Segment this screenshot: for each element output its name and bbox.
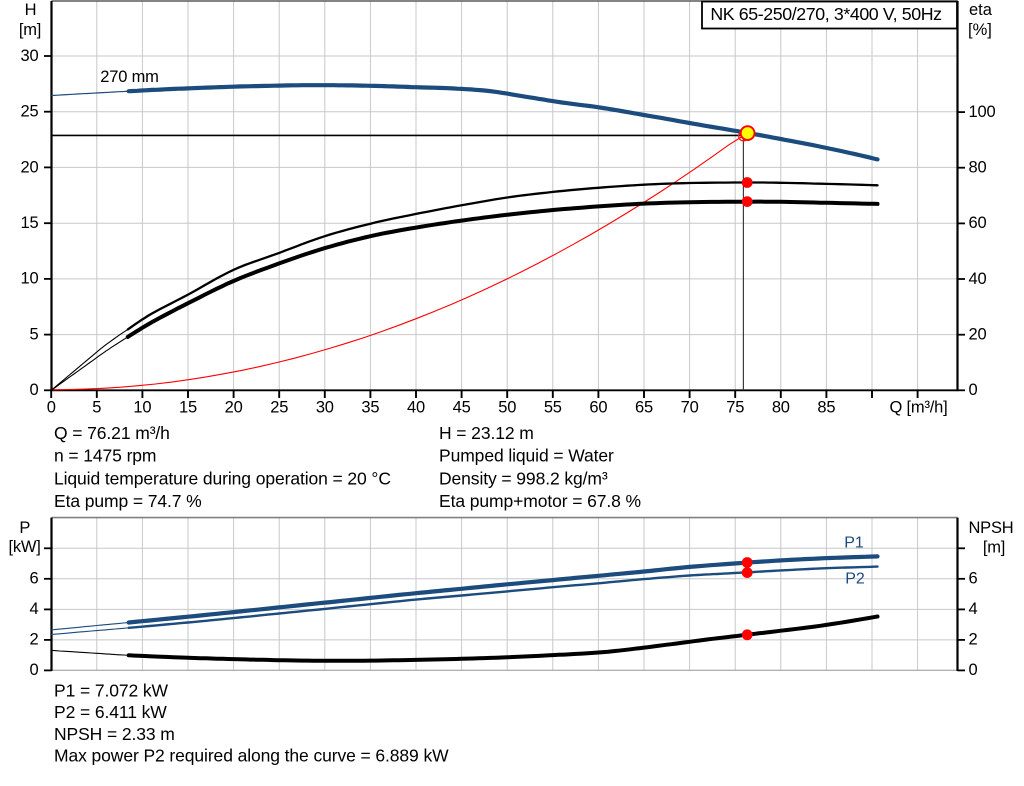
svg-text:6: 6	[969, 570, 978, 588]
svg-text:20: 20	[21, 158, 39, 176]
svg-text:4: 4	[30, 600, 39, 618]
svg-text:Max power P2 required along th: Max power P2 required along the curve = …	[54, 746, 449, 766]
svg-text:Liquid temperature during oper: Liquid temperature during operation = 20…	[54, 468, 391, 488]
svg-text:0: 0	[47, 399, 56, 417]
svg-text:35: 35	[361, 399, 379, 417]
svg-text:Q [m³/h]: Q [m³/h]	[890, 399, 948, 417]
svg-text:70: 70	[681, 399, 699, 417]
svg-text:65: 65	[635, 399, 653, 417]
svg-text:Eta pump+motor = 67.8 %: Eta pump+motor = 67.8 %	[439, 491, 641, 511]
svg-text:6: 6	[30, 570, 39, 588]
svg-text:80: 80	[969, 159, 987, 177]
svg-text:H: H	[25, 1, 37, 19]
svg-text:Eta pump = 74.7 %: Eta pump = 74.7 %	[54, 491, 202, 511]
svg-text:[kW]: [kW]	[8, 538, 40, 556]
svg-text:[m]: [m]	[19, 21, 41, 39]
svg-text:0: 0	[969, 661, 978, 679]
svg-text:30: 30	[21, 47, 39, 65]
svg-text:15: 15	[179, 399, 197, 417]
svg-text:5: 5	[30, 325, 39, 343]
svg-text:P1 = 7.072 kW: P1 = 7.072 kW	[54, 681, 169, 701]
svg-text:85: 85	[817, 399, 835, 417]
svg-text:60: 60	[589, 399, 607, 417]
svg-text:2: 2	[969, 631, 978, 649]
svg-text:25: 25	[21, 103, 39, 121]
svg-text:[%]: [%]	[968, 21, 992, 39]
svg-text:55: 55	[544, 399, 562, 417]
svg-text:20: 20	[969, 326, 987, 344]
svg-text:10: 10	[21, 270, 39, 288]
svg-text:0: 0	[30, 661, 39, 679]
svg-text:40: 40	[969, 270, 987, 288]
svg-text:60: 60	[969, 214, 987, 232]
svg-text:NK 65-250/270, 3*400 V, 50Hz: NK 65-250/270, 3*400 V, 50Hz	[710, 4, 941, 24]
svg-text:80: 80	[772, 399, 790, 417]
svg-text:NPSH = 2.33 m: NPSH = 2.33 m	[54, 724, 175, 744]
svg-text:100: 100	[969, 103, 996, 121]
svg-text:0: 0	[30, 381, 39, 399]
svg-text:P: P	[19, 519, 30, 537]
svg-text:Q = 76.21 m³/h: Q = 76.21 m³/h	[54, 423, 170, 443]
svg-text:4: 4	[969, 600, 978, 618]
svg-text:40: 40	[407, 399, 425, 417]
svg-text:270 mm: 270 mm	[100, 68, 158, 86]
svg-text:H = 23.12 m: H = 23.12 m	[439, 423, 534, 443]
svg-text:n = 1475 rpm: n = 1475 rpm	[54, 446, 156, 466]
svg-text:NPSH: NPSH	[968, 519, 1013, 537]
svg-text:5: 5	[92, 399, 101, 417]
svg-text:Pumped liquid = Water: Pumped liquid = Water	[439, 446, 614, 466]
svg-text:45: 45	[453, 399, 471, 417]
svg-text:Density = 998.2 kg/m³: Density = 998.2 kg/m³	[439, 468, 608, 488]
svg-text:30: 30	[316, 399, 334, 417]
svg-text:20: 20	[225, 399, 243, 417]
svg-text:50: 50	[498, 399, 516, 417]
svg-text:eta: eta	[969, 1, 993, 19]
svg-text:P2 = 6.411 kW: P2 = 6.411 kW	[54, 702, 167, 722]
svg-text:0: 0	[969, 381, 978, 399]
svg-text:P2: P2	[845, 571, 865, 588]
svg-text:10: 10	[133, 399, 151, 417]
svg-text:P1: P1	[844, 535, 864, 552]
svg-text:2: 2	[30, 631, 39, 649]
svg-text:[m]: [m]	[983, 539, 1005, 557]
svg-text:25: 25	[270, 399, 288, 417]
svg-text:75: 75	[726, 399, 744, 417]
svg-text:15: 15	[21, 214, 39, 232]
